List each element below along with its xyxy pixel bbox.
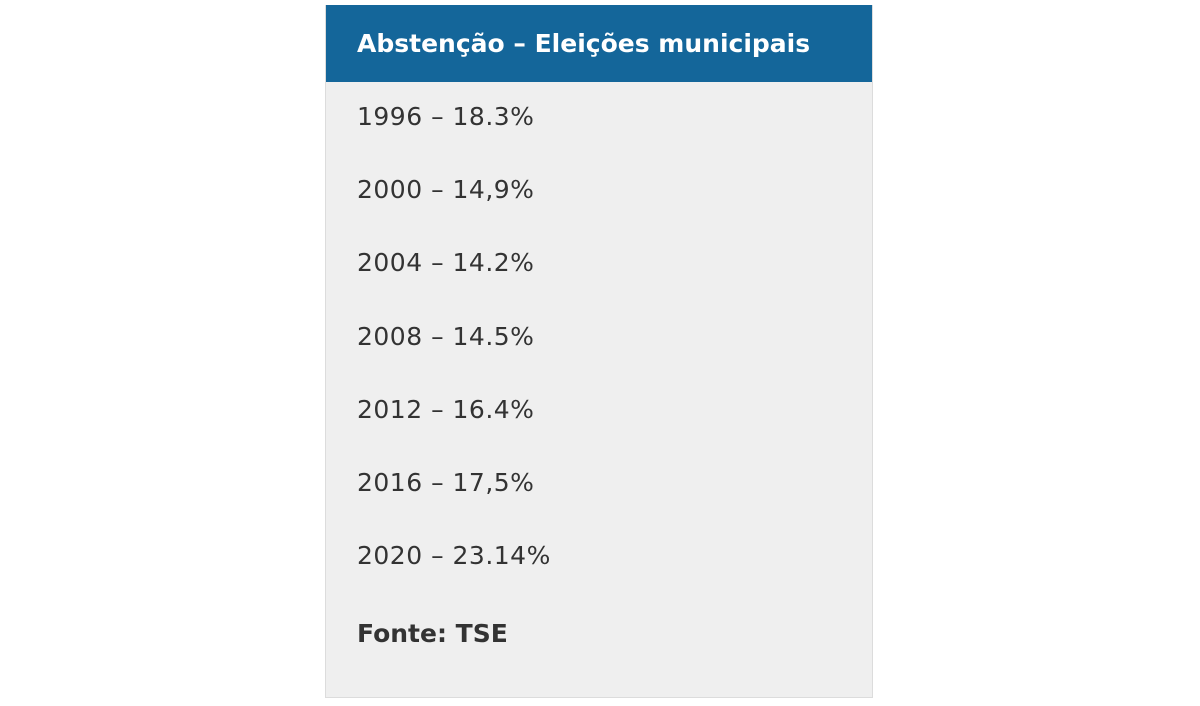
item: 2020 – 23.14% (357, 541, 551, 571)
item: 2016 – 17,5% (357, 468, 535, 497)
box-title: Abstenção – Eleições municipais (326, 5, 872, 82)
info-box: Abstenção – Eleições municipais 1996 – 1… (325, 5, 873, 698)
item: 2012 – 16.4% (357, 394, 535, 424)
item: 2000 – 14,9% (357, 175, 535, 205)
item: 2008 – 14.5% (357, 321, 535, 351)
item: 1996 – 18.3% (357, 102, 535, 131)
item: 2004 – 14.2% (357, 248, 535, 278)
source: Fonte: TSE (357, 619, 508, 648)
